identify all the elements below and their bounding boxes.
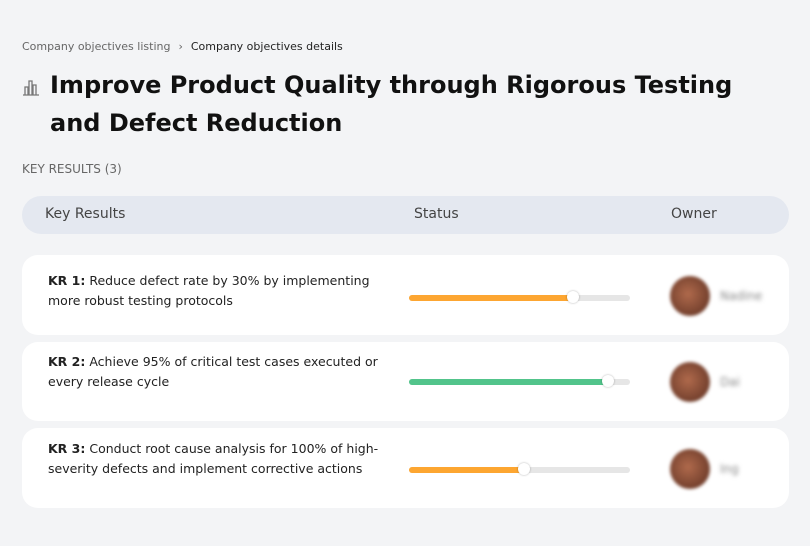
page-title: Improve Product Quality through Rigorous… [50, 71, 733, 137]
progress-slider[interactable] [409, 463, 630, 475]
progress-fill [409, 295, 573, 301]
key-result-row[interactable]: KR 1: Reduce defect rate by 30% by imple… [22, 255, 789, 335]
breadcrumb-current: Company objectives details [190, 40, 343, 53]
header-owner: Owner [671, 206, 717, 222]
owner-name: Nadine [720, 289, 763, 303]
key-result-description: Conduct root cause analysis for 100% of … [48, 441, 379, 476]
slider-thumb[interactable] [566, 291, 579, 303]
key-result-row[interactable]: KR 3: Conduct root cause analysis for 10… [22, 428, 789, 508]
key-result-description: Achieve 95% of critical test cases execu… [48, 354, 378, 389]
owner-name: Dai [720, 375, 740, 389]
slider-thumb[interactable] [517, 463, 530, 475]
page-header: Improve Product Quality through Rigorous… [22, 66, 750, 142]
avatar [670, 276, 710, 316]
progress-slider[interactable] [409, 291, 630, 303]
key-result-label: KR 1: [48, 273, 86, 288]
chevron-right-icon: › [178, 40, 183, 53]
key-result-text: KR 3: Conduct root cause analysis for 10… [48, 439, 388, 479]
key-result-description: Reduce defect rate by 30% by implementin… [48, 273, 370, 308]
owner-name: Ing [720, 462, 739, 476]
breadcrumb-link[interactable]: Company objectives listing [22, 40, 171, 53]
progress-slider[interactable] [409, 375, 630, 387]
avatar [670, 449, 710, 489]
key-result-text: KR 1: Reduce defect rate by 30% by imple… [48, 271, 388, 311]
table-header: Key Results Status Owner [22, 196, 789, 234]
header-key-results: Key Results [45, 206, 126, 222]
avatar [670, 362, 710, 402]
slider-thumb[interactable] [601, 375, 614, 387]
building-chart-icon [23, 80, 39, 96]
progress-fill [409, 467, 524, 473]
key-result-label: KR 3: [48, 441, 86, 456]
key-result-label: KR 2: [48, 354, 86, 369]
key-result-row[interactable]: KR 2: Achieve 95% of critical test cases… [22, 342, 789, 421]
key-result-text: KR 2: Achieve 95% of critical test cases… [48, 352, 388, 392]
progress-fill [409, 379, 608, 385]
header-status: Status [414, 206, 459, 222]
key-results-count: KEY RESULTS (3) [22, 162, 122, 176]
breadcrumb: Company objectives listing › Company obj… [22, 40, 343, 53]
